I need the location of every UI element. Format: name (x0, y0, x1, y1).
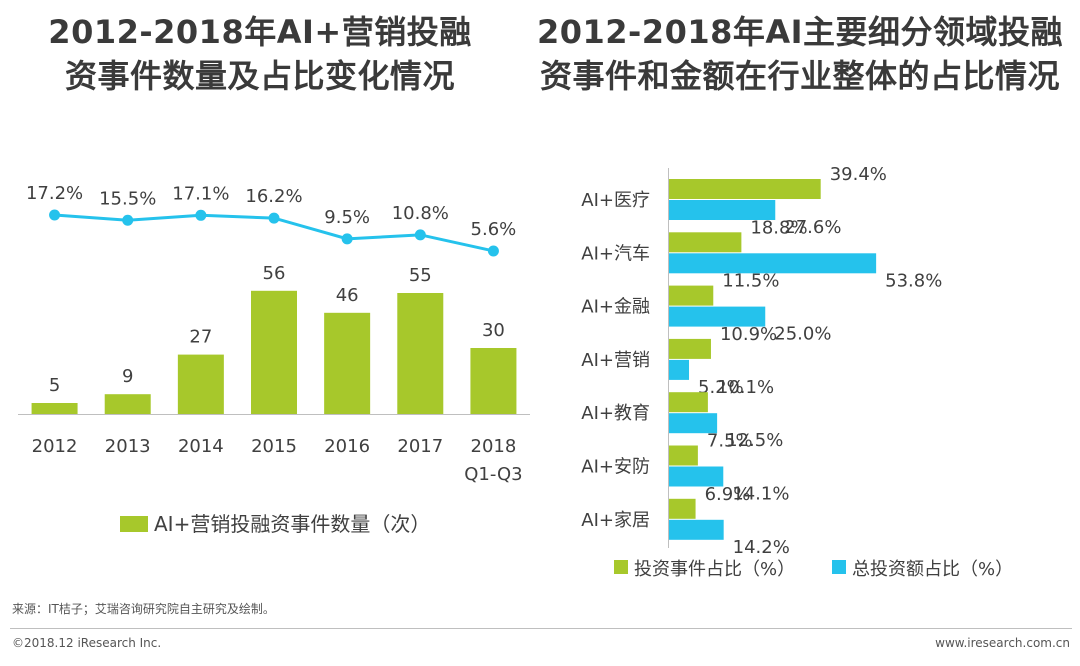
bar-amount-label-0: 27.6% (784, 217, 841, 238)
line-value-label-0: 17.2% (26, 183, 83, 204)
right-chart-title: 2012-2018年AI主要细分领域投融 资事件和金额在行业整体的占比情况 (530, 10, 1070, 98)
bar-value-label-2: 27 (189, 327, 212, 348)
bar-amount-label-2: 25.0% (774, 324, 831, 345)
bar-events-0 (669, 179, 821, 199)
bar-value-label-6: 30 (482, 320, 505, 341)
category-label-0: AI+医疗 (581, 190, 650, 211)
bar-events-3 (669, 338, 711, 359)
legend-label-bars: AI+营销投融资事件数量（次） (154, 512, 430, 536)
category-label-1: AI+汽车 (581, 243, 650, 264)
bar-amount-label-4: 12.5% (726, 430, 783, 451)
line-value-label-3: 16.2% (245, 186, 302, 207)
left-chart-title: 2012-2018年AI+营销投融 资事件数量及占比变化情况 (10, 10, 510, 98)
line-point-1 (122, 214, 134, 226)
left-title-line1: 2012-2018年AI+营销投融 (48, 13, 472, 51)
bar-amount-4 (669, 413, 718, 434)
x-tick-label-4: 2016 (324, 436, 370, 457)
footer-divider (10, 628, 1072, 629)
bar-value-label-1: 9 (122, 366, 133, 387)
bar-events-label-2: 11.5% (722, 271, 779, 292)
bar-amount-label-5: 14.1% (732, 484, 789, 505)
legend-swatch-events (614, 560, 628, 574)
bar-events-6 (669, 498, 696, 519)
category-label-5: AI+安防 (581, 457, 650, 478)
bar-0 (31, 403, 78, 414)
bar-events-1 (669, 232, 742, 253)
category-label-3: AI+营销 (581, 350, 650, 371)
legend-swatch-amount (832, 560, 846, 574)
x-tick-label-0: 2012 (32, 436, 78, 457)
right-title-line2: 资事件和金额在行业整体的占比情况 (539, 57, 1060, 95)
bar-amount-3 (669, 359, 690, 380)
x-tick-label-6: 2018 (471, 436, 517, 457)
bar-value-label-3: 56 (263, 263, 286, 284)
website: www.iresearch.com.cn (935, 636, 1070, 650)
bar-events-label-3: 10.9% (720, 324, 777, 345)
bar-value-label-5: 55 (409, 265, 432, 286)
legend-swatch-bars (120, 516, 148, 532)
bar-events-label-4: 10.1% (717, 377, 774, 398)
bar-amount-label-3: 5.2% (698, 377, 744, 398)
bar-value-label-4: 46 (336, 285, 359, 306)
x-tick-label-5: 2017 (397, 436, 443, 457)
right-title-line1: 2012-2018年AI主要细分领域投融 (536, 13, 1064, 51)
line-point-4 (341, 233, 353, 245)
category-label-4: AI+教育 (581, 403, 650, 424)
bar-amount-6 (669, 519, 724, 540)
category-label-6: AI+家居 (581, 510, 650, 531)
bar-amount-2 (669, 306, 766, 327)
legend-label-events: 投资事件占比（%） (634, 559, 795, 580)
bar-amount-1 (669, 253, 877, 274)
bar-events-4 (669, 392, 708, 413)
bar-1 (104, 394, 151, 414)
line-value-label-4: 9.5% (324, 207, 370, 228)
bar-events-5 (669, 445, 698, 466)
legend-label-amount: 总投资额占比（%） (852, 559, 1013, 580)
bar-2 (177, 354, 224, 414)
line-value-label-5: 10.8% (392, 203, 449, 224)
left-title-line2: 资事件数量及占比变化情况 (64, 57, 455, 95)
line-value-label-2: 17.1% (172, 183, 229, 204)
copyright: ©2018.12 iResearch Inc. (12, 636, 162, 650)
bar-events-label-5: 7.5% (707, 431, 753, 452)
bar-value-label-0: 5 (49, 375, 60, 396)
bar-events-label-0: 39.4% (830, 164, 887, 185)
x-tick-label-1: 2013 (105, 436, 151, 457)
line-point-5 (414, 229, 426, 241)
bar-4 (324, 312, 371, 414)
source-note: 来源：IT桔子；艾瑞咨询研究院自主研究及绘制。 (12, 602, 275, 616)
line-point-3 (268, 212, 280, 224)
bar-5 (397, 293, 444, 414)
category-label-2: AI+金融 (581, 297, 650, 318)
bar-amount-5 (669, 466, 724, 487)
bar-events-label-1: 18.8% (750, 217, 807, 238)
line-value-label-6: 5.6% (471, 219, 517, 240)
bar-amount-0 (669, 200, 776, 220)
x-tick-label-2: 2014 (178, 436, 224, 457)
x-tick-label-6-sub: Q1-Q3 (464, 464, 522, 485)
line-point-0 (49, 209, 61, 221)
line-point-2 (195, 209, 207, 221)
bar-3 (251, 290, 297, 414)
line-value-label-1: 15.5% (99, 188, 156, 209)
x-tick-label-3: 2015 (251, 436, 297, 457)
bar-6 (470, 348, 517, 414)
bar-events-2 (669, 285, 714, 306)
bar-amount-label-1: 53.8% (885, 270, 942, 291)
bar-events-label-6: 6.9% (705, 484, 751, 505)
bar-amount-label-6: 14.2% (733, 537, 790, 558)
line-point-6 (487, 245, 499, 257)
